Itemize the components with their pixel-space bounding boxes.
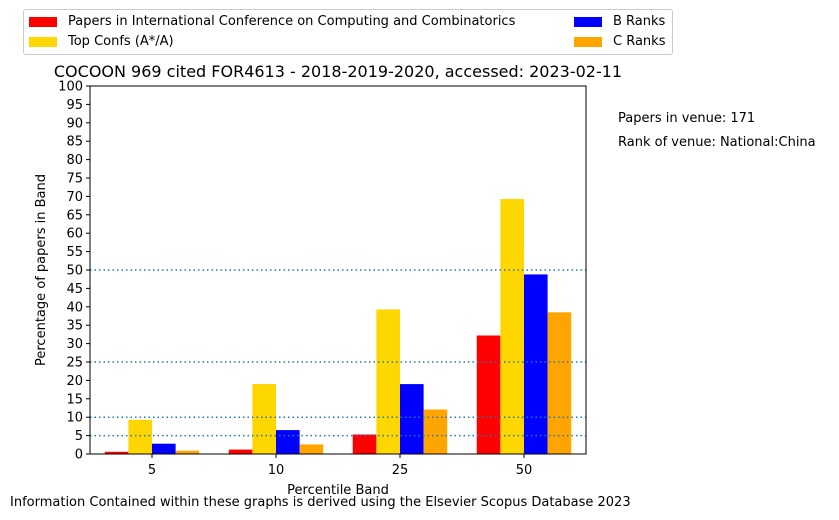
chart-title: COCOON 969 cited FOR4613 - 2018-2019-202… — [54, 62, 622, 81]
y-tick-label-5: 5 — [75, 429, 83, 444]
bar-25-series-0 — [352, 434, 377, 454]
x-axis-label: Percentile Band — [287, 483, 389, 498]
legend-label-b-ranks: B Ranks — [613, 14, 666, 29]
footer-note: Information Contained within these graph… — [10, 495, 631, 510]
bars-group — [104, 198, 572, 454]
y-tick-label-40: 40 — [66, 300, 83, 315]
y-tick-label-60: 60 — [66, 227, 83, 242]
legend-swatch-b-ranks — [574, 17, 602, 27]
bar-5-series-2 — [152, 443, 176, 454]
y-tick-label-75: 75 — [66, 172, 83, 187]
y-tick-label-50: 50 — [66, 264, 83, 279]
legend-label-c-ranks: C Ranks — [613, 34, 666, 49]
y-tick-label-80: 80 — [66, 153, 83, 168]
plot-frame — [89, 85, 587, 455]
bar-10-series-1 — [252, 384, 276, 454]
x-tick-label-5: 5 — [148, 463, 156, 478]
reference-lines — [90, 269, 586, 437]
bar-10-series-3 — [299, 444, 324, 454]
x-axis: 5 10 25 50 — [148, 454, 532, 478]
bar-5-series-1 — [128, 419, 152, 454]
y-tick-label-100: 100 — [58, 80, 83, 95]
x-tick-label-25: 25 — [392, 463, 409, 478]
rank-of-venue-text: Rank of venue: National:China — [618, 135, 816, 150]
bar-25-series-1 — [376, 309, 400, 454]
legend-label-top-confs: Top Confs (A*/A) — [68, 34, 174, 49]
y-tick-label-35: 35 — [66, 319, 83, 334]
bar-25-series-3 — [423, 409, 448, 454]
bar-50-series-1 — [500, 198, 524, 454]
y-tick-label-25: 25 — [66, 356, 83, 371]
y-axis: 0 5 10 15 20 25 30 35 40 45 50 55 60 65 70 75 80 85 90 95 10… — [58, 80, 90, 463]
y-tick-label-0: 0 — [75, 448, 83, 463]
x-tick-label-10: 10 — [268, 463, 285, 478]
y-tick-label-30: 30 — [66, 337, 83, 352]
bar-50-series-2 — [524, 274, 548, 454]
y-tick-label-20: 20 — [66, 374, 83, 389]
y-tick-label-55: 55 — [66, 245, 83, 260]
bar-5-series-3 — [175, 450, 200, 454]
bar-50-series-0 — [476, 335, 501, 454]
y-tick-label-95: 95 — [66, 98, 83, 113]
y-tick-label-90: 90 — [66, 116, 83, 131]
bar-5-series-0 — [104, 451, 129, 454]
legend-swatch-c-ranks — [574, 37, 602, 47]
legend-swatch-papers — [29, 17, 57, 27]
y-tick-label-45: 45 — [66, 282, 83, 297]
y-axis-label: Percentage of papers in Band — [34, 174, 49, 366]
x-tick-label-50: 50 — [516, 463, 533, 478]
legend-swatch-top-confs — [29, 37, 57, 47]
y-tick-label-65: 65 — [66, 208, 83, 223]
bar-10-series-2 — [276, 430, 300, 454]
bar-25-series-2 — [400, 384, 424, 454]
papers-in-venue-text: Papers in venue: 171 — [618, 111, 756, 126]
legend-label-papers: Papers in International Conference on Co… — [68, 14, 516, 29]
y-tick-label-70: 70 — [66, 190, 83, 205]
bar-50-series-3 — [547, 312, 572, 454]
y-tick-label-85: 85 — [66, 135, 83, 150]
y-tick-label-15: 15 — [66, 392, 83, 407]
y-tick-label-10: 10 — [66, 411, 83, 426]
legend: Papers in International Conference on Co… — [23, 9, 673, 55]
bar-10-series-0 — [228, 449, 253, 454]
